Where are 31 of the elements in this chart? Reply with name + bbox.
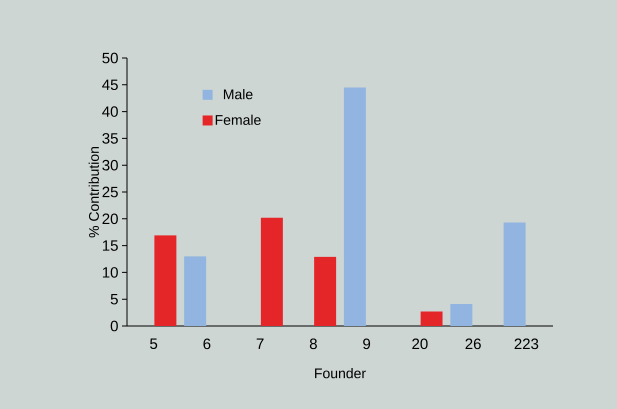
y-tick-label: 50 [102,52,118,64]
bar [154,235,176,326]
y-tick-label: 15 [102,240,118,251]
y-tick-label: 0 [110,320,118,332]
x-axis-title: Founder [315,368,366,378]
x-tick-label: 6 [203,338,210,350]
bar [420,312,443,326]
x-tick-label: 7 [256,338,264,349]
y-tick-label: 40 [102,106,118,117]
bar [344,87,366,326]
y-tick-label: 30 [102,160,118,170]
x-tick-label: 20 [412,338,428,350]
bar [450,304,472,326]
y-tick-label: 10 [102,267,118,278]
bar [260,218,283,326]
x-tick-label: 223 [514,338,538,350]
y-axis-title: % Contribution [88,147,99,238]
y-tick-label: 35 [102,133,118,144]
x-tick-label: 9 [363,338,370,350]
y-tick-label: 20 [102,213,118,224]
legend-label: Female [216,114,261,125]
bar [184,256,206,326]
y-tick-label: 45 [102,80,118,90]
y-tick-label: 5 [110,294,118,304]
x-tick-label: 5 [150,338,158,349]
legend-label: Male [224,88,253,100]
x-tick-label: 8 [310,338,317,350]
bar [314,256,336,326]
bar [504,222,526,326]
x-tick-label: 26 [466,338,481,350]
y-tick-label: 25 [102,186,118,198]
